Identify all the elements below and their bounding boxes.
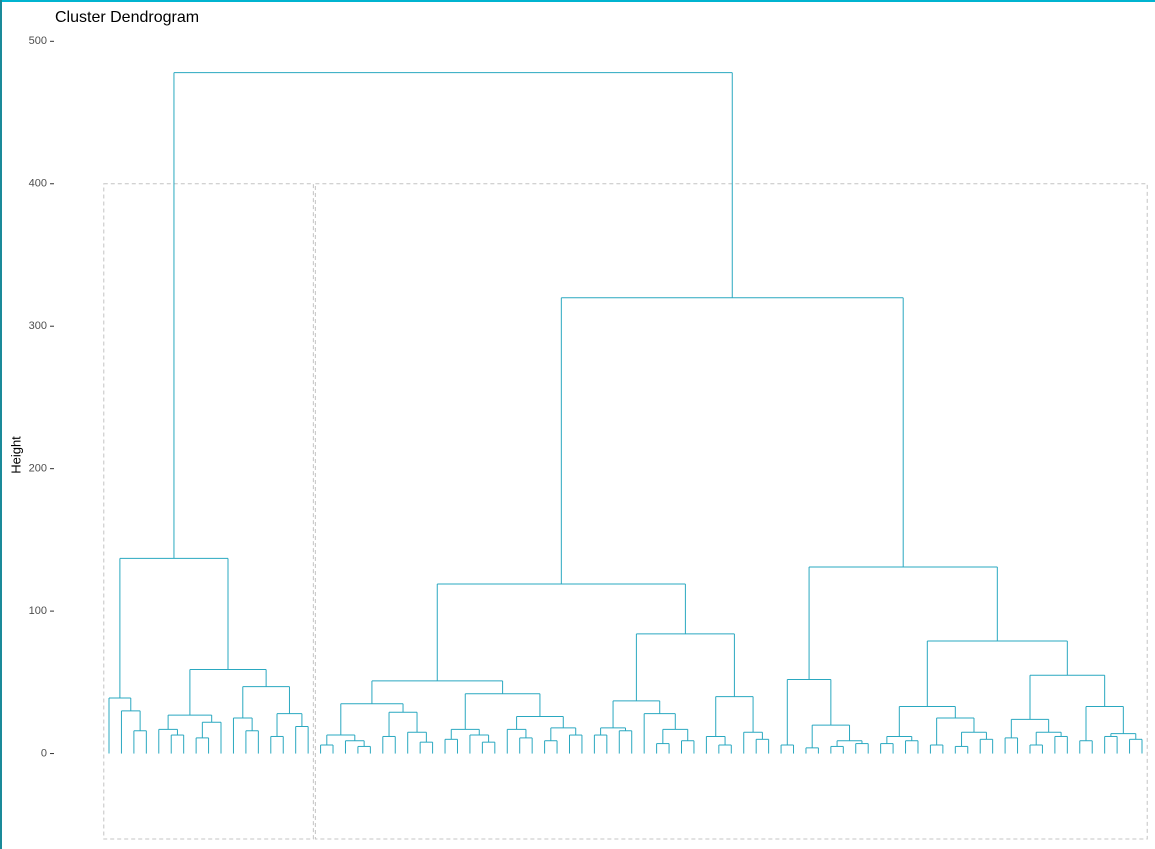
y-tick-label: 0 [41, 747, 47, 759]
cluster-rect [314, 183, 1148, 840]
y-tick-label: 300 [29, 320, 47, 332]
y-tick-label: 500 [29, 35, 47, 47]
y-tick-label: 200 [29, 463, 47, 475]
window-border [0, 0, 1155, 2]
chart-title: Cluster Dendrogram [55, 9, 199, 26]
y-tick-label: 400 [29, 178, 47, 190]
cluster-rect [103, 183, 314, 840]
y-axis-label: Height [8, 436, 23, 474]
y-tick-label: 100 [29, 605, 47, 617]
window-border [0, 0, 2, 849]
